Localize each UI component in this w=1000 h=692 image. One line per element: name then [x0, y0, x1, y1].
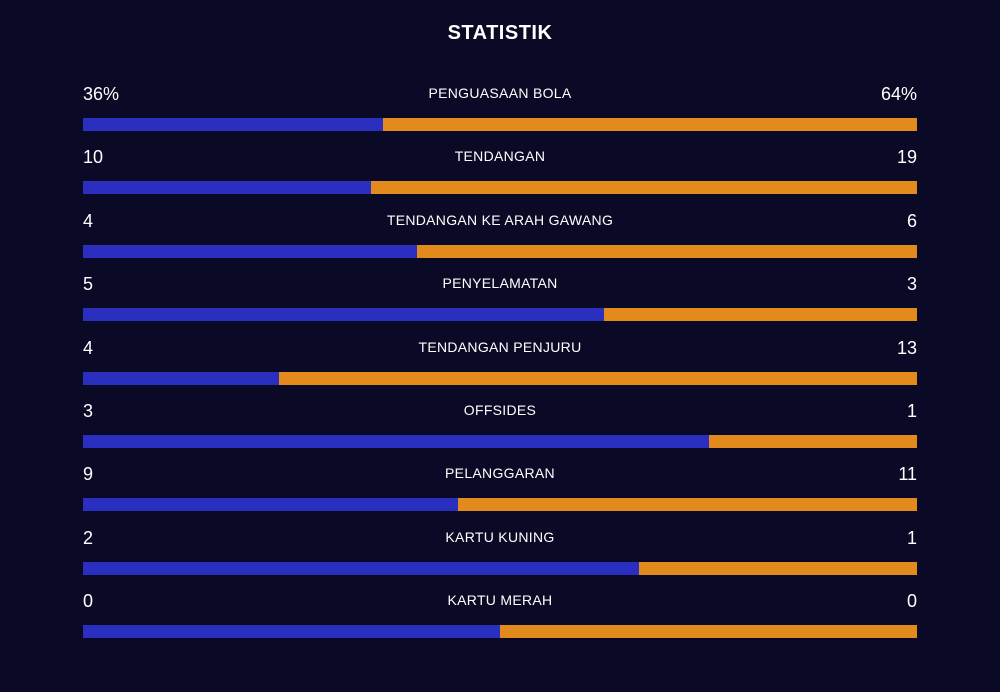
away-bar	[500, 625, 917, 639]
home-value: 0	[83, 591, 94, 612]
home-value: 3	[83, 400, 94, 421]
stat-bar	[83, 371, 917, 385]
home-value: 5	[83, 274, 94, 295]
away-bar	[416, 244, 917, 258]
stat-row-corners: 4 TENDANGAN PENJURU 13	[83, 336, 917, 399]
away-bar	[278, 371, 917, 385]
stat-label: KARTU KUNING	[445, 528, 555, 545]
home-value: 9	[83, 464, 94, 485]
stat-bar	[83, 498, 917, 512]
stat-row-shots-on-target: 4 TENDANGAN KE ARAH GAWANG 6	[83, 209, 917, 272]
stat-row-offsides: 3 OFFSIDES 1	[83, 399, 917, 462]
stat-row-yellow-cards: 2 KARTU KUNING 1	[83, 526, 917, 589]
away-value: 1	[906, 400, 917, 421]
home-bar	[83, 244, 417, 258]
home-value: 36%	[83, 84, 120, 104]
away-bar	[458, 498, 917, 512]
home-bar	[83, 181, 371, 195]
stat-label: KARTU MERAH	[447, 592, 553, 609]
away-bar	[639, 561, 917, 575]
away-value: 19	[896, 147, 917, 168]
stat-bar	[83, 308, 917, 322]
stat-bar	[83, 434, 917, 448]
stat-label: OFFSIDES	[463, 401, 537, 418]
stat-row-shots: 10 TENDANGAN 19	[83, 145, 917, 208]
away-value: 6	[906, 210, 917, 231]
away-value: 11	[898, 464, 917, 485]
home-bar	[83, 434, 709, 448]
stats-list: 36% PENGUASAAN BOLA 64% 10 TENDANGAN 19 …	[83, 82, 917, 653]
stat-row-fouls: 9 PELANGGARAN 11	[83, 462, 917, 525]
home-bar	[83, 308, 605, 322]
away-bar	[708, 434, 917, 448]
stat-bar	[83, 181, 917, 195]
home-value: 4	[83, 337, 94, 358]
stat-label: PENYELAMATAN	[442, 275, 558, 292]
stat-row-red-cards: 0 KARTU MERAH 0	[83, 589, 917, 652]
stat-label: PENGUASAAN BOLA	[428, 85, 572, 101]
stats-title: STATISTIK	[447, 22, 553, 44]
stat-bar	[83, 118, 917, 131]
stat-bar	[83, 625, 917, 639]
away-bar	[370, 181, 917, 195]
stat-row-saves: 5 PENYELAMATAN 3	[83, 272, 917, 335]
home-bar	[83, 371, 279, 385]
away-value: 3	[906, 274, 917, 295]
away-value: 1	[906, 527, 917, 548]
home-value: 4	[83, 210, 94, 231]
away-value: 0	[906, 591, 917, 612]
stat-label: TENDANGAN PENJURU	[418, 338, 582, 355]
stat-row-possession: 36% PENGUASAAN BOLA 64%	[83, 82, 917, 145]
stat-label: PELANGGARAN	[445, 465, 555, 482]
stat-bar	[83, 244, 917, 258]
home-bar	[83, 625, 500, 639]
stat-bar	[83, 561, 917, 575]
home-value: 10	[83, 147, 104, 168]
home-bar	[83, 561, 640, 575]
away-value: 13	[896, 337, 917, 358]
away-bar	[604, 308, 917, 322]
home-bar	[83, 498, 459, 512]
home-value: 2	[83, 527, 94, 548]
stat-label: TENDANGAN KE ARAH GAWANG	[386, 211, 614, 228]
stat-label: TENDANGAN	[454, 148, 546, 165]
away-value: 64%	[880, 84, 917, 104]
home-bar	[83, 118, 384, 131]
away-bar	[383, 118, 917, 131]
